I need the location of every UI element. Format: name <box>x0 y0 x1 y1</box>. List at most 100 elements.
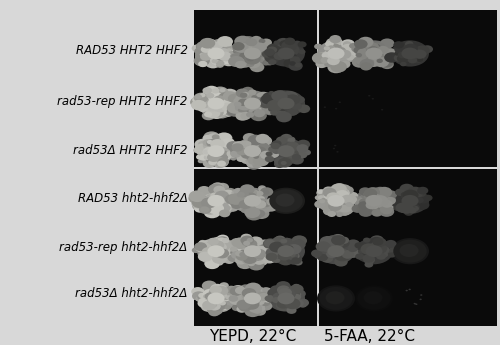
Circle shape <box>271 143 280 149</box>
Circle shape <box>220 55 237 66</box>
Circle shape <box>230 286 243 296</box>
Circle shape <box>356 198 372 209</box>
Circle shape <box>352 57 368 68</box>
Circle shape <box>322 52 331 59</box>
Circle shape <box>230 53 237 59</box>
Circle shape <box>346 47 360 57</box>
Circle shape <box>270 285 283 295</box>
Circle shape <box>282 288 292 295</box>
Circle shape <box>218 154 228 161</box>
Circle shape <box>232 190 240 196</box>
Circle shape <box>354 242 364 249</box>
Circle shape <box>246 43 260 53</box>
Circle shape <box>203 40 215 49</box>
Circle shape <box>242 288 256 298</box>
Circle shape <box>218 158 229 165</box>
Circle shape <box>281 142 291 149</box>
Circle shape <box>214 96 226 104</box>
Circle shape <box>371 54 388 65</box>
Circle shape <box>235 152 244 158</box>
Circle shape <box>322 198 328 202</box>
Circle shape <box>278 91 295 103</box>
Circle shape <box>200 149 207 155</box>
Circle shape <box>234 90 272 117</box>
Circle shape <box>228 56 244 67</box>
Circle shape <box>354 46 366 55</box>
Circle shape <box>364 291 382 304</box>
Circle shape <box>371 197 387 208</box>
Circle shape <box>391 40 429 67</box>
Circle shape <box>204 196 214 203</box>
Circle shape <box>362 47 369 52</box>
Circle shape <box>284 142 293 148</box>
Circle shape <box>252 249 266 259</box>
Circle shape <box>267 138 305 164</box>
Circle shape <box>388 48 394 52</box>
Circle shape <box>382 207 392 214</box>
Circle shape <box>247 189 260 198</box>
Circle shape <box>197 41 214 52</box>
Circle shape <box>219 209 230 217</box>
Circle shape <box>391 53 400 60</box>
Circle shape <box>394 240 426 263</box>
Circle shape <box>230 157 236 160</box>
Circle shape <box>260 39 272 47</box>
Circle shape <box>401 192 409 198</box>
Circle shape <box>204 131 220 143</box>
Circle shape <box>212 190 218 195</box>
Circle shape <box>376 204 388 212</box>
Circle shape <box>194 55 210 66</box>
Circle shape <box>236 305 248 313</box>
Circle shape <box>372 243 388 254</box>
Circle shape <box>372 98 374 100</box>
Circle shape <box>284 298 300 309</box>
Circle shape <box>200 38 216 49</box>
Circle shape <box>384 202 390 206</box>
Circle shape <box>206 139 218 148</box>
Circle shape <box>234 188 243 195</box>
Circle shape <box>355 188 393 214</box>
Circle shape <box>316 241 330 252</box>
Circle shape <box>272 252 280 258</box>
Circle shape <box>276 38 290 48</box>
Circle shape <box>216 253 226 260</box>
Circle shape <box>247 154 258 162</box>
Circle shape <box>360 243 378 255</box>
Circle shape <box>290 155 301 162</box>
Circle shape <box>324 50 335 58</box>
Circle shape <box>402 43 414 52</box>
Circle shape <box>212 105 223 114</box>
Circle shape <box>372 209 382 217</box>
Circle shape <box>216 47 225 52</box>
Text: rad53Δ HHT2 HHF2: rad53Δ HHT2 HHF2 <box>73 144 188 157</box>
Circle shape <box>395 189 406 196</box>
Circle shape <box>208 184 224 195</box>
Circle shape <box>210 253 217 258</box>
Circle shape <box>408 207 416 214</box>
Circle shape <box>266 247 281 258</box>
Circle shape <box>201 197 217 208</box>
Circle shape <box>213 108 228 118</box>
Circle shape <box>274 108 286 116</box>
Circle shape <box>245 283 262 294</box>
Circle shape <box>224 137 230 141</box>
Circle shape <box>288 53 297 60</box>
Circle shape <box>234 293 247 302</box>
Circle shape <box>216 45 226 52</box>
Circle shape <box>334 257 347 267</box>
Circle shape <box>396 203 410 213</box>
Circle shape <box>286 254 302 265</box>
Text: YEPD, 22°C: YEPD, 22°C <box>209 329 296 344</box>
Circle shape <box>200 52 206 57</box>
Circle shape <box>228 47 235 51</box>
Circle shape <box>226 141 240 151</box>
Circle shape <box>268 91 275 96</box>
Circle shape <box>252 294 266 304</box>
Circle shape <box>240 236 254 245</box>
Circle shape <box>274 52 285 60</box>
Circle shape <box>288 252 300 260</box>
Circle shape <box>204 86 219 96</box>
Circle shape <box>216 235 229 243</box>
Circle shape <box>231 53 241 60</box>
Circle shape <box>216 248 228 257</box>
